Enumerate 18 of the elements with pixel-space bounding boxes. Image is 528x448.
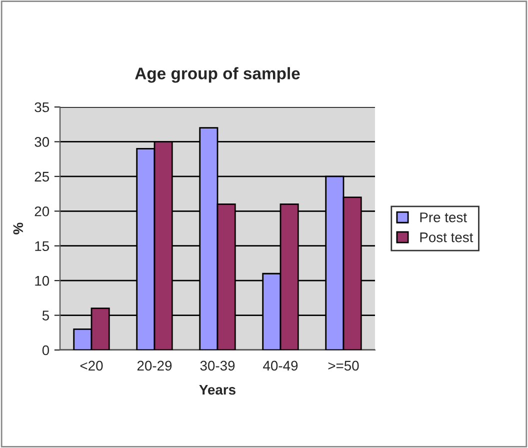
- x-tick-label: 30-39: [200, 360, 235, 371]
- x-axis-title: Years: [199, 384, 236, 395]
- x-tick-label: 20-29: [137, 360, 172, 371]
- x-tick-label: <20: [80, 360, 103, 371]
- y-tick-label: 0: [42, 345, 50, 356]
- legend-label: Pre test: [420, 212, 467, 222]
- legend-label: Post test: [420, 232, 474, 242]
- y-tick-label: 5: [42, 310, 49, 320]
- y-tick-label: 15: [35, 241, 50, 252]
- y-tick-label: 10: [35, 276, 50, 286]
- y-tick-label: 25: [34, 172, 50, 182]
- x-tick-label: 40-49: [263, 360, 298, 371]
- x-tick-label: >=50: [328, 360, 359, 371]
- y-tick-label: 35: [34, 102, 50, 112]
- y-tick-label: 30: [34, 137, 50, 147]
- y-axis-title: %: [13, 222, 24, 234]
- y-tick-label: 20: [34, 206, 50, 216]
- chart-title: Age group of sample: [135, 67, 300, 83]
